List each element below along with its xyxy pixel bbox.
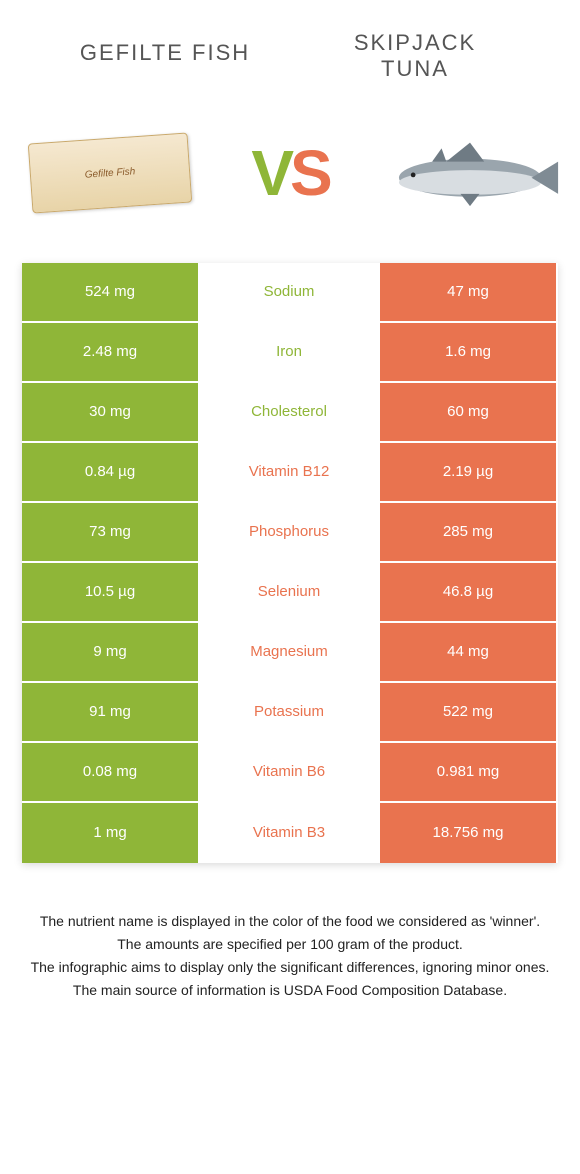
table-row: 0.84 µgVitamin B122.19 µg: [22, 443, 558, 503]
comparison-table: 524 mgSodium47 mg2.48 mgIron1.6 mg30 mgC…: [22, 263, 558, 863]
cell-right-value: 522 mg: [378, 683, 556, 741]
table-row: 10.5 µgSelenium46.8 µg: [22, 563, 558, 623]
vs-v: V: [251, 137, 290, 209]
cell-nutrient-name: Iron: [200, 323, 378, 381]
cell-right-value: 18.756 mg: [378, 803, 556, 863]
table-row: 9 mgMagnesium44 mg: [22, 623, 558, 683]
cell-left-value: 0.84 µg: [22, 443, 200, 501]
title-right: SKIPJACK TUNA: [290, 30, 540, 83]
food-right-title: SKIPJACK TUNA: [290, 30, 540, 83]
cell-left-value: 73 mg: [22, 503, 200, 561]
tuna-icon: [380, 133, 560, 213]
cell-right-value: 285 mg: [378, 503, 556, 561]
footer-notes: The nutrient name is displayed in the co…: [0, 863, 580, 1023]
cell-right-value: 44 mg: [378, 623, 556, 681]
food-right-image: [380, 123, 560, 223]
cell-left-value: 10.5 µg: [22, 563, 200, 621]
cell-nutrient-name: Potassium: [200, 683, 378, 741]
cell-left-value: 1 mg: [22, 803, 200, 863]
table-row: 0.08 mgVitamin B60.981 mg: [22, 743, 558, 803]
table-row: 524 mgSodium47 mg: [22, 263, 558, 323]
cell-left-value: 524 mg: [22, 263, 200, 321]
cell-right-value: 47 mg: [378, 263, 556, 321]
table-row: 1 mgVitamin B318.756 mg: [22, 803, 558, 863]
cell-left-value: 0.08 mg: [22, 743, 200, 801]
table-row: 73 mgPhosphorus285 mg: [22, 503, 558, 563]
table-row: 91 mgPotassium522 mg: [22, 683, 558, 743]
cell-nutrient-name: Vitamin B12: [200, 443, 378, 501]
vs-label: VS: [251, 136, 328, 210]
cell-nutrient-name: Selenium: [200, 563, 378, 621]
cell-nutrient-name: Cholesterol: [200, 383, 378, 441]
cell-right-value: 1.6 mg: [378, 323, 556, 381]
cell-right-value: 0.981 mg: [378, 743, 556, 801]
cell-nutrient-name: Sodium: [200, 263, 378, 321]
footer-line: The main source of information is USDA F…: [24, 980, 556, 1001]
vs-s: S: [290, 137, 329, 209]
cell-nutrient-name: Magnesium: [200, 623, 378, 681]
cell-left-value: 91 mg: [22, 683, 200, 741]
cell-left-value: 30 mg: [22, 383, 200, 441]
footer-line: The amounts are specified per 100 gram o…: [24, 934, 556, 955]
cell-nutrient-name: Vitamin B6: [200, 743, 378, 801]
cell-nutrient-name: Vitamin B3: [200, 803, 378, 863]
cell-right-value: 60 mg: [378, 383, 556, 441]
header: GEFILTE FISH SKIPJACK TUNA: [0, 0, 580, 93]
table-row: 2.48 mgIron1.6 mg: [22, 323, 558, 383]
cell-nutrient-name: Phosphorus: [200, 503, 378, 561]
cell-left-value: 9 mg: [22, 623, 200, 681]
footer-line: The infographic aims to display only the…: [24, 957, 556, 978]
gefilte-package-icon: Gefilte Fish: [28, 132, 192, 213]
cell-left-value: 2.48 mg: [22, 323, 200, 381]
cell-right-value: 2.19 µg: [378, 443, 556, 501]
food-left-title: GEFILTE FISH: [40, 40, 290, 66]
title-left: GEFILTE FISH: [40, 30, 290, 83]
food-left-image: Gefilte Fish: [20, 123, 200, 223]
vs-row: Gefilte Fish VS: [0, 93, 580, 263]
footer-line: The nutrient name is displayed in the co…: [24, 911, 556, 932]
table-row: 30 mgCholesterol60 mg: [22, 383, 558, 443]
cell-right-value: 46.8 µg: [378, 563, 556, 621]
